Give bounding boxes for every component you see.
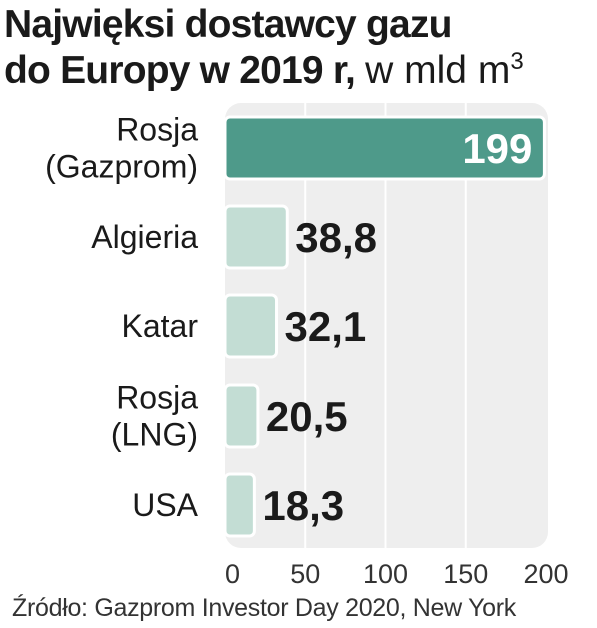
title-unit: w mld m3 <box>365 49 524 92</box>
bar <box>223 293 279 359</box>
chart-title: Najwięksi dostawcy gazu do Europy w 2019… <box>4 2 524 94</box>
title-unit-superscript: 3 <box>510 48 524 75</box>
category-label: (LNG) <box>111 417 198 453</box>
bar <box>223 472 256 538</box>
bar <box>223 115 546 181</box>
x-tick-label: 0 <box>225 559 240 589</box>
category-label: Algieria <box>91 219 198 255</box>
bar-value-label: 38,8 <box>295 214 377 261</box>
category-label: Rosja <box>116 112 198 148</box>
title-line-2: do Europy w 2019 r, <box>4 49 356 92</box>
category-label: USA <box>132 487 198 523</box>
bar-value-label: 20,5 <box>266 393 348 440</box>
bar <box>223 204 289 270</box>
x-tick-label: 100 <box>363 559 408 589</box>
title-unit-text: w mld m <box>365 49 511 92</box>
source-note: Źródło: Gazprom Investor Day 2020, New Y… <box>12 594 517 622</box>
x-tick-label: 50 <box>290 559 320 589</box>
title-line-1: Najwięksi dostawcy gazu <box>4 3 452 46</box>
bar-value-label: 32,1 <box>285 303 367 350</box>
bar <box>223 383 260 449</box>
bar-value-label: 18,3 <box>262 482 344 529</box>
category-label: (Gazprom) <box>45 149 198 185</box>
bar-value-label: 199 <box>462 125 532 172</box>
x-tick-label: 200 <box>523 559 568 589</box>
x-tick-label: 150 <box>443 559 488 589</box>
category-label: Rosja <box>116 380 198 416</box>
category-label: Katar <box>122 308 199 344</box>
